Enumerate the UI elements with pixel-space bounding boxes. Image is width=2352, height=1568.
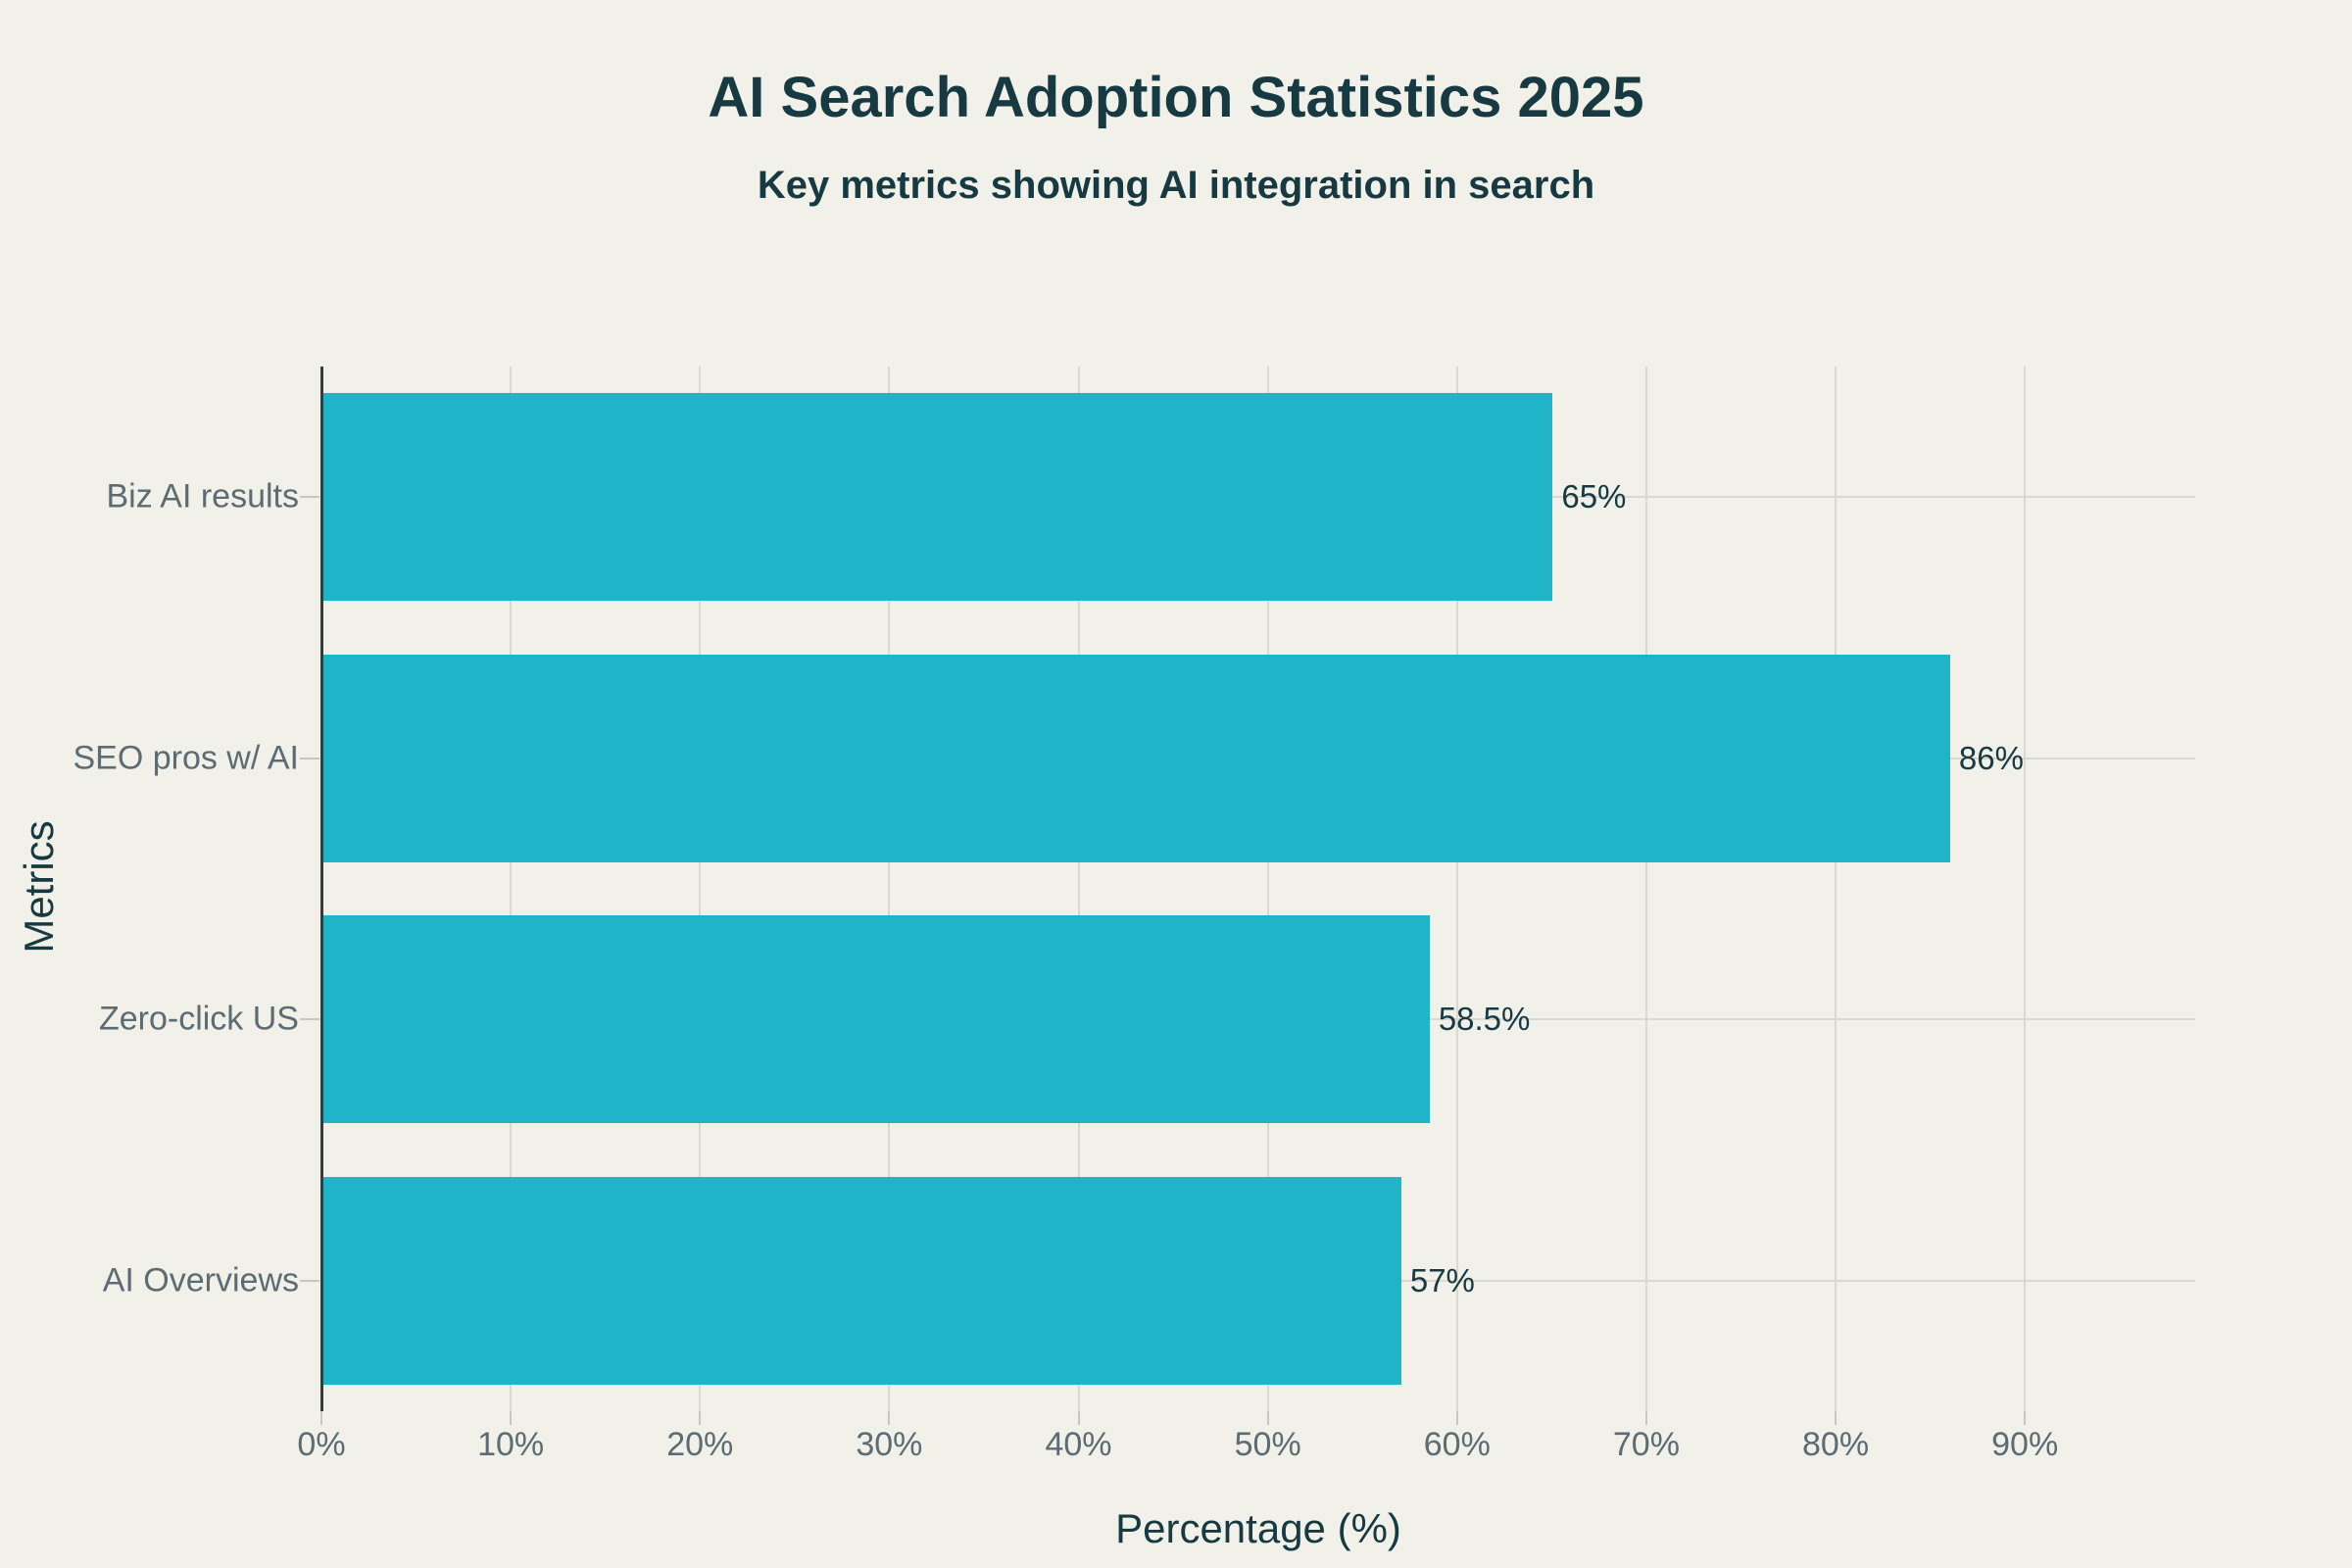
x-gridline <box>510 367 513 1411</box>
x-gridline <box>888 367 891 1411</box>
x-tick-mark <box>888 1411 891 1425</box>
bar-value-label: 65% <box>1561 478 1627 515</box>
bar-value-label: 58.5% <box>1438 1001 1531 1038</box>
x-tick-label: 50% <box>1234 1426 1301 1463</box>
x-gridline <box>1835 367 1838 1411</box>
x-tick-mark <box>2024 1411 2027 1425</box>
category-label: Biz AI results <box>106 477 299 515</box>
bar <box>322 915 1430 1124</box>
bar <box>322 654 1950 862</box>
x-tick-mark <box>1077 1411 1080 1425</box>
x-tick-mark <box>699 1411 702 1425</box>
x-tick-mark <box>510 1411 513 1425</box>
bar <box>322 1176 1401 1385</box>
x-tick-label: 0% <box>297 1426 346 1463</box>
x-gridline <box>1266 367 1269 1411</box>
x-gridline <box>1644 367 1647 1411</box>
y-axis-spine <box>320 367 323 1411</box>
y-tick-mark <box>300 1279 319 1282</box>
x-tick-label: 70% <box>1612 1426 1680 1463</box>
x-tick-mark <box>320 1411 322 1425</box>
x-tick-mark <box>1835 1411 1838 1425</box>
x-gridline <box>699 367 702 1411</box>
y-tick-mark <box>300 1018 319 1021</box>
x-tick-label: 30% <box>856 1426 923 1463</box>
x-gridline <box>2024 367 2027 1411</box>
category-label: AI Overviews <box>102 1261 299 1299</box>
chart-subtitle: Key metrics showing AI integration in se… <box>757 164 1595 207</box>
x-gridline <box>1077 367 1080 1411</box>
x-tick-label: 90% <box>1991 1426 2059 1463</box>
x-tick-label: 60% <box>1423 1426 1491 1463</box>
x-tick-mark <box>1644 1411 1647 1425</box>
category-label: Zero-click US <box>98 1000 299 1038</box>
category-label: SEO pros w/ AI <box>73 739 299 777</box>
x-tick-label: 20% <box>666 1426 734 1463</box>
bar <box>322 393 1553 602</box>
chart-title: AI Search Adoption Statistics 2025 <box>708 66 1644 129</box>
bar-value-label: 86% <box>1958 739 2024 776</box>
x-tick-mark <box>1455 1411 1458 1425</box>
x-tick-mark <box>1266 1411 1269 1425</box>
y-tick-mark <box>300 496 319 499</box>
x-tick-label: 40% <box>1045 1426 1112 1463</box>
y-axis-title: Metrics <box>16 820 62 954</box>
x-axis-title: Percentage (%) <box>1115 1505 1401 1551</box>
bar-value-label: 57% <box>1409 1261 1475 1298</box>
y-tick-mark <box>300 757 319 760</box>
x-gridline <box>1455 367 1458 1411</box>
x-tick-label: 10% <box>477 1426 545 1463</box>
plot-area: 65% 86% 58.5% 57% <box>300 367 2195 1425</box>
x-tick-label: 80% <box>1802 1426 1870 1463</box>
